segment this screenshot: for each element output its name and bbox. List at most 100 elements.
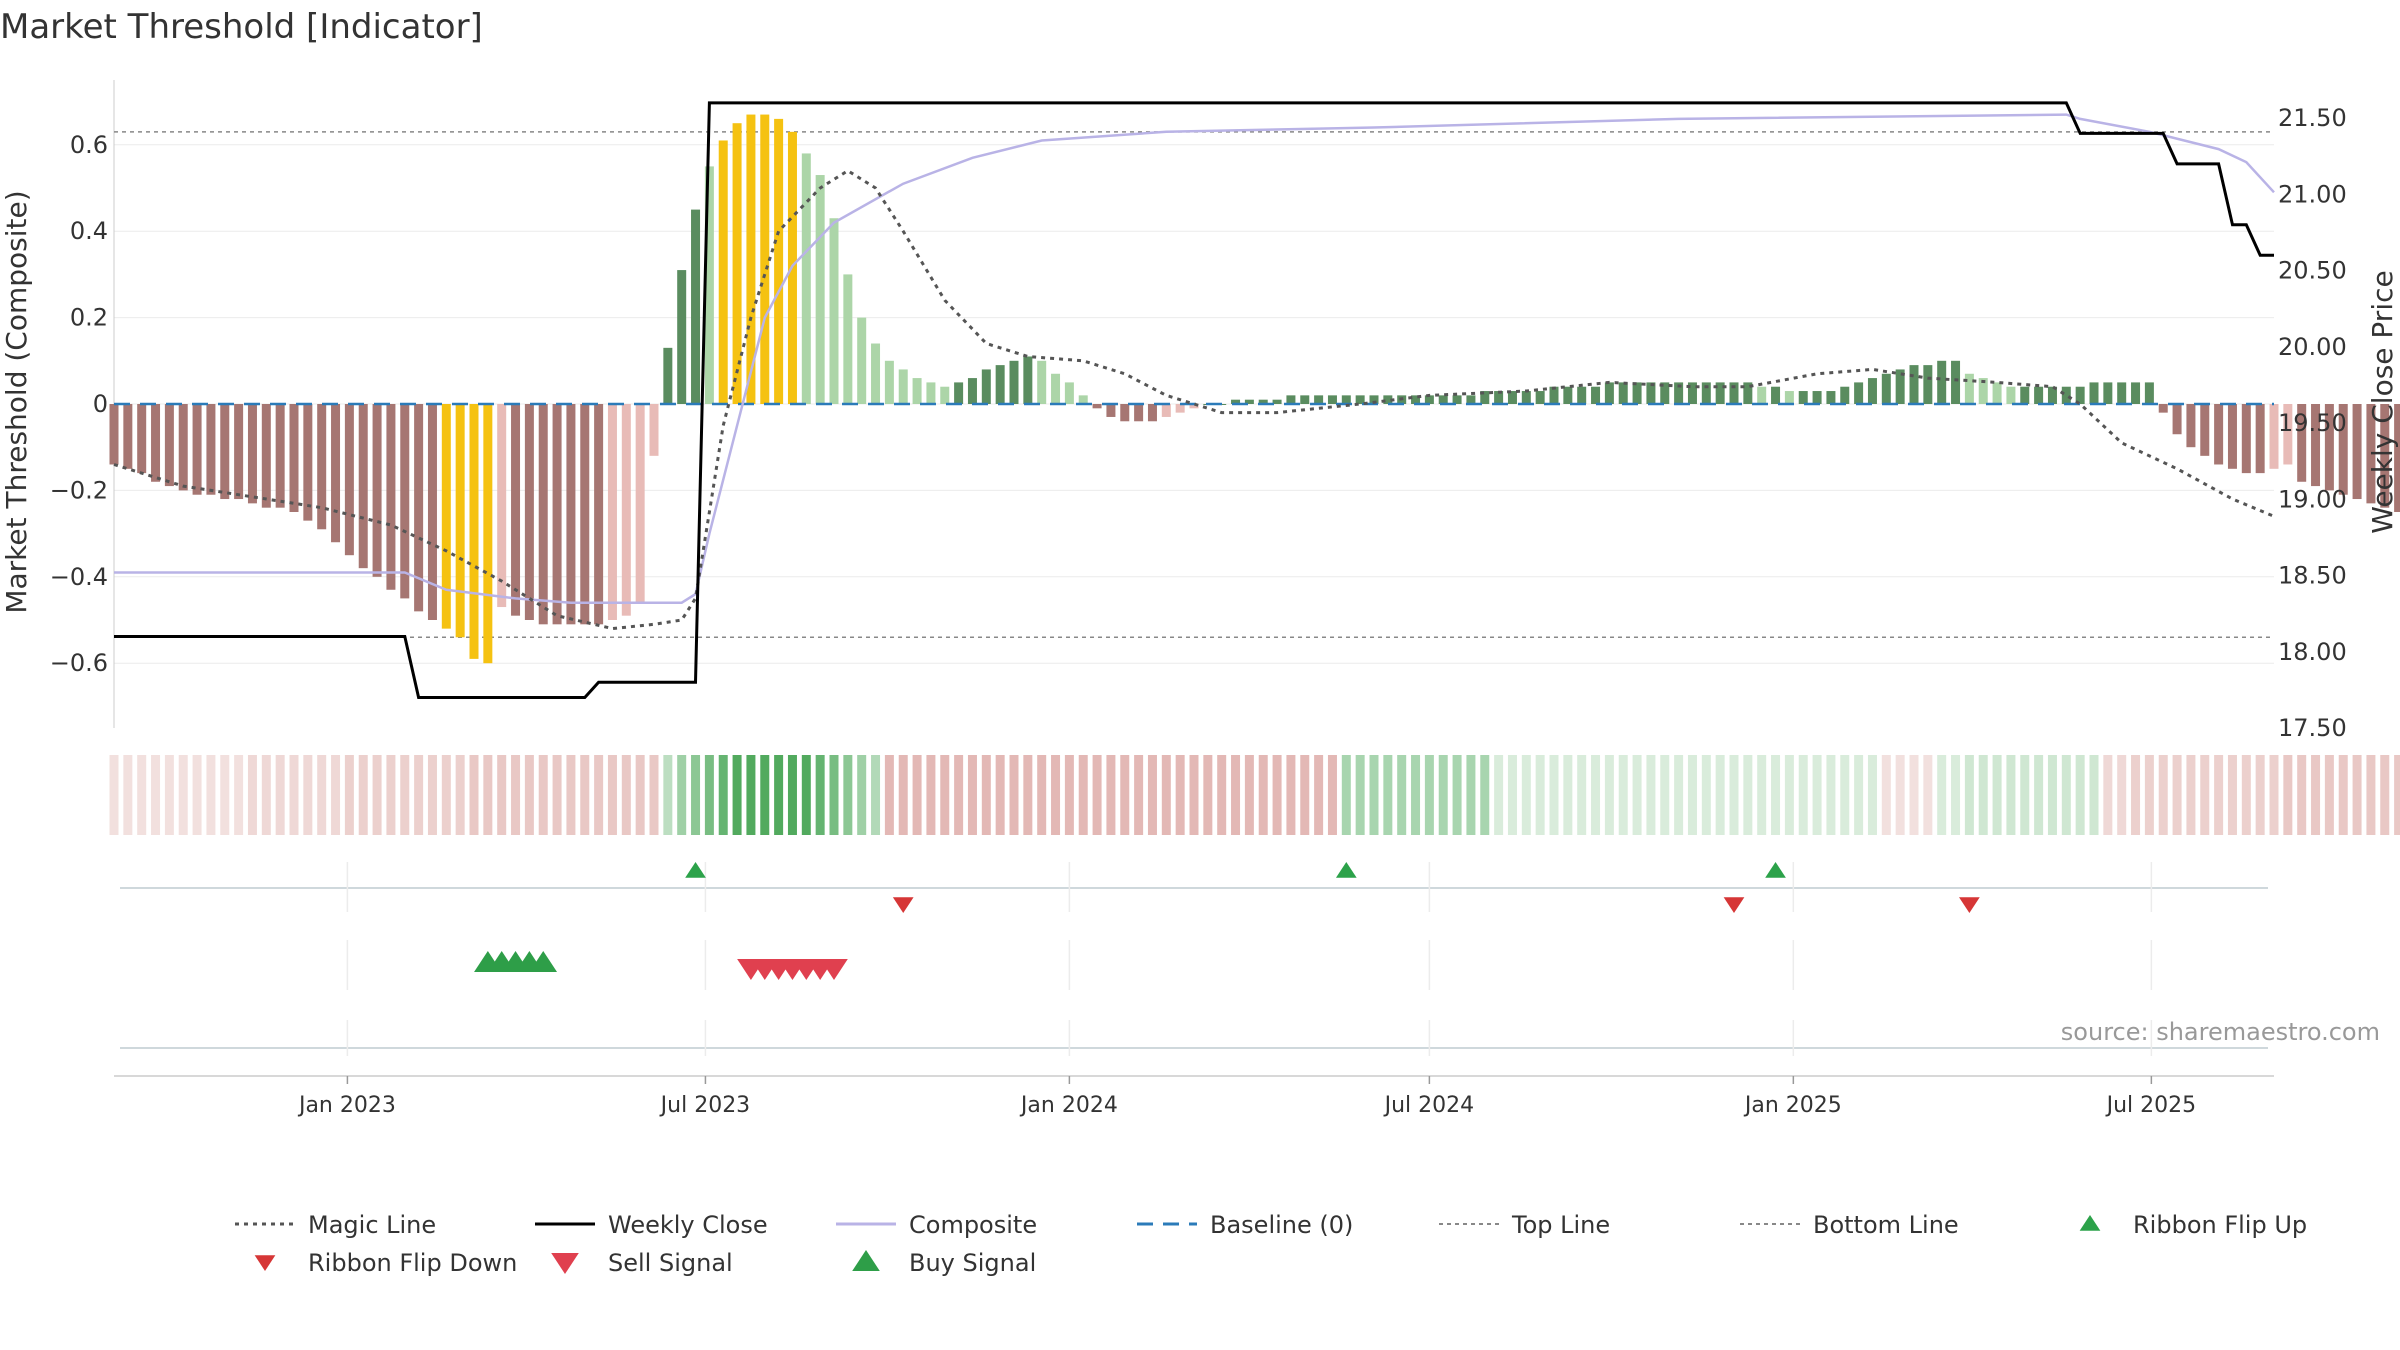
composite-bar bbox=[1604, 382, 1614, 404]
y-tick-label: 0.4 bbox=[70, 217, 108, 245]
right-axis: 21.50 21.00 20.50 20.00 19.50 19.00 18.50 18.00… bbox=[2278, 104, 2347, 742]
ribbon-cell bbox=[1591, 755, 1601, 835]
composite-bar bbox=[511, 404, 521, 616]
ribbon-cell bbox=[1120, 755, 1130, 835]
ribbon-flip-up-marker bbox=[1765, 862, 1786, 878]
composite-bar bbox=[372, 404, 382, 577]
composite-bar bbox=[317, 404, 327, 530]
y-tick-label: −0.4 bbox=[50, 563, 108, 591]
ribbon-flip-down-marker bbox=[1959, 897, 1980, 913]
ribbon-cell bbox=[1189, 755, 1199, 835]
ribbon-cell bbox=[2131, 755, 2141, 835]
composite-bar bbox=[2338, 404, 2348, 495]
composite-bar bbox=[1189, 404, 1199, 409]
ribbon-cell bbox=[1854, 755, 1864, 835]
composite-bar bbox=[691, 209, 701, 404]
legend-label: Baseline (0) bbox=[1210, 1211, 1353, 1239]
composite-bar bbox=[1521, 391, 1531, 404]
composite-bar bbox=[289, 404, 299, 512]
composite-bar bbox=[1023, 356, 1033, 404]
composite-bar bbox=[857, 317, 867, 404]
ribbon-cell bbox=[192, 755, 202, 835]
composite-bar bbox=[1383, 395, 1393, 404]
y-tick-label: 0.6 bbox=[70, 131, 108, 159]
composite-bar bbox=[1037, 360, 1047, 404]
legend-item: Sell Signal bbox=[551, 1249, 733, 1277]
composite-bar bbox=[1161, 404, 1171, 417]
legend-item: Ribbon Flip Up bbox=[2079, 1211, 2307, 1239]
ribbon-cell bbox=[746, 755, 756, 835]
ribbon-cell bbox=[1660, 755, 1670, 835]
composite-bar bbox=[912, 378, 922, 404]
x-tick-label: Jul 2024 bbox=[1383, 1093, 1475, 1118]
ribbon-cell bbox=[386, 755, 396, 835]
ribbon-cell bbox=[884, 755, 894, 835]
y2-tick-label: 17.50 bbox=[2278, 714, 2347, 742]
composite-bar bbox=[164, 404, 174, 487]
composite-bar bbox=[954, 382, 964, 404]
legend-item: Top Line bbox=[1439, 1211, 1610, 1239]
composite-bar bbox=[1881, 373, 1891, 404]
ribbon-cell bbox=[1798, 755, 1808, 835]
ribbon-cell bbox=[164, 755, 174, 835]
composite-bar bbox=[261, 404, 271, 508]
ribbon-cell bbox=[2061, 755, 2071, 835]
composite-bar bbox=[649, 404, 659, 456]
ribbon-cell bbox=[1424, 755, 1434, 835]
composite-bar bbox=[2352, 404, 2362, 500]
ribbon-cell bbox=[1646, 755, 1656, 835]
ribbon-flip-up-marker bbox=[1335, 862, 1357, 878]
ribbon-cell bbox=[2297, 755, 2307, 835]
composite-bar bbox=[427, 404, 437, 620]
ribbon-cell bbox=[1978, 755, 1988, 835]
composite-bar bbox=[1009, 360, 1019, 404]
legend-label: Ribbon Flip Up bbox=[2133, 1211, 2307, 1239]
ribbon-cell bbox=[607, 755, 617, 835]
y-axis-label: Market Threshold (Composite) bbox=[0, 190, 33, 613]
legend-label: Sell Signal bbox=[608, 1249, 733, 1277]
ribbon-cell bbox=[1203, 755, 1213, 835]
ribbon-cell bbox=[1078, 755, 1088, 835]
ribbon-cell bbox=[857, 755, 867, 835]
ribbon-cell bbox=[552, 755, 562, 835]
composite-bar bbox=[275, 404, 285, 508]
ribbon-cell bbox=[109, 755, 119, 835]
composite-bar bbox=[1535, 391, 1545, 404]
composite-bar bbox=[2324, 404, 2334, 491]
ribbon-cell bbox=[1147, 755, 1157, 835]
ribbon-cell bbox=[649, 755, 659, 835]
ribbon-cell bbox=[427, 755, 437, 835]
ribbon-cell bbox=[2075, 755, 2085, 835]
legend-swatch bbox=[852, 1250, 880, 1271]
ribbon-cell bbox=[1687, 755, 1697, 835]
ribbon-cell bbox=[137, 755, 147, 835]
composite-bar bbox=[704, 166, 714, 404]
ribbon-cell bbox=[2352, 755, 2362, 835]
buy-signal-marker bbox=[529, 951, 558, 972]
left-axis: 0.6 0.4 0.2 0 −0.2 −0.4 −0.6 bbox=[50, 131, 108, 677]
legend-item: Buy Signal bbox=[852, 1249, 1036, 1277]
legend-swatch bbox=[254, 1255, 276, 1271]
y-tick-label: 0 bbox=[93, 390, 108, 418]
composite-bar bbox=[1729, 382, 1739, 404]
composite-bar bbox=[1064, 382, 1074, 404]
ribbon-cell bbox=[2366, 755, 2376, 835]
composite-bar bbox=[1909, 365, 1919, 404]
composite-bar bbox=[2020, 386, 2030, 404]
ribbon-cell bbox=[2034, 755, 2044, 835]
composite-bar bbox=[1951, 360, 1961, 404]
legend-label: Weekly Close bbox=[608, 1211, 768, 1239]
composite-bar bbox=[552, 404, 562, 625]
composite-bar bbox=[995, 365, 1005, 404]
composite-bar bbox=[1784, 391, 1794, 404]
ribbon-cell bbox=[1355, 755, 1365, 835]
ribbon-cell bbox=[414, 755, 424, 835]
ribbon-cell bbox=[344, 755, 354, 835]
ribbon-cell bbox=[898, 755, 908, 835]
ribbon-cell bbox=[1438, 755, 1448, 835]
composite-line bbox=[114, 113, 2275, 604]
ribbon-cell bbox=[1023, 755, 1033, 835]
ribbon-cell bbox=[912, 755, 922, 835]
ribbon-cell bbox=[2117, 755, 2127, 835]
